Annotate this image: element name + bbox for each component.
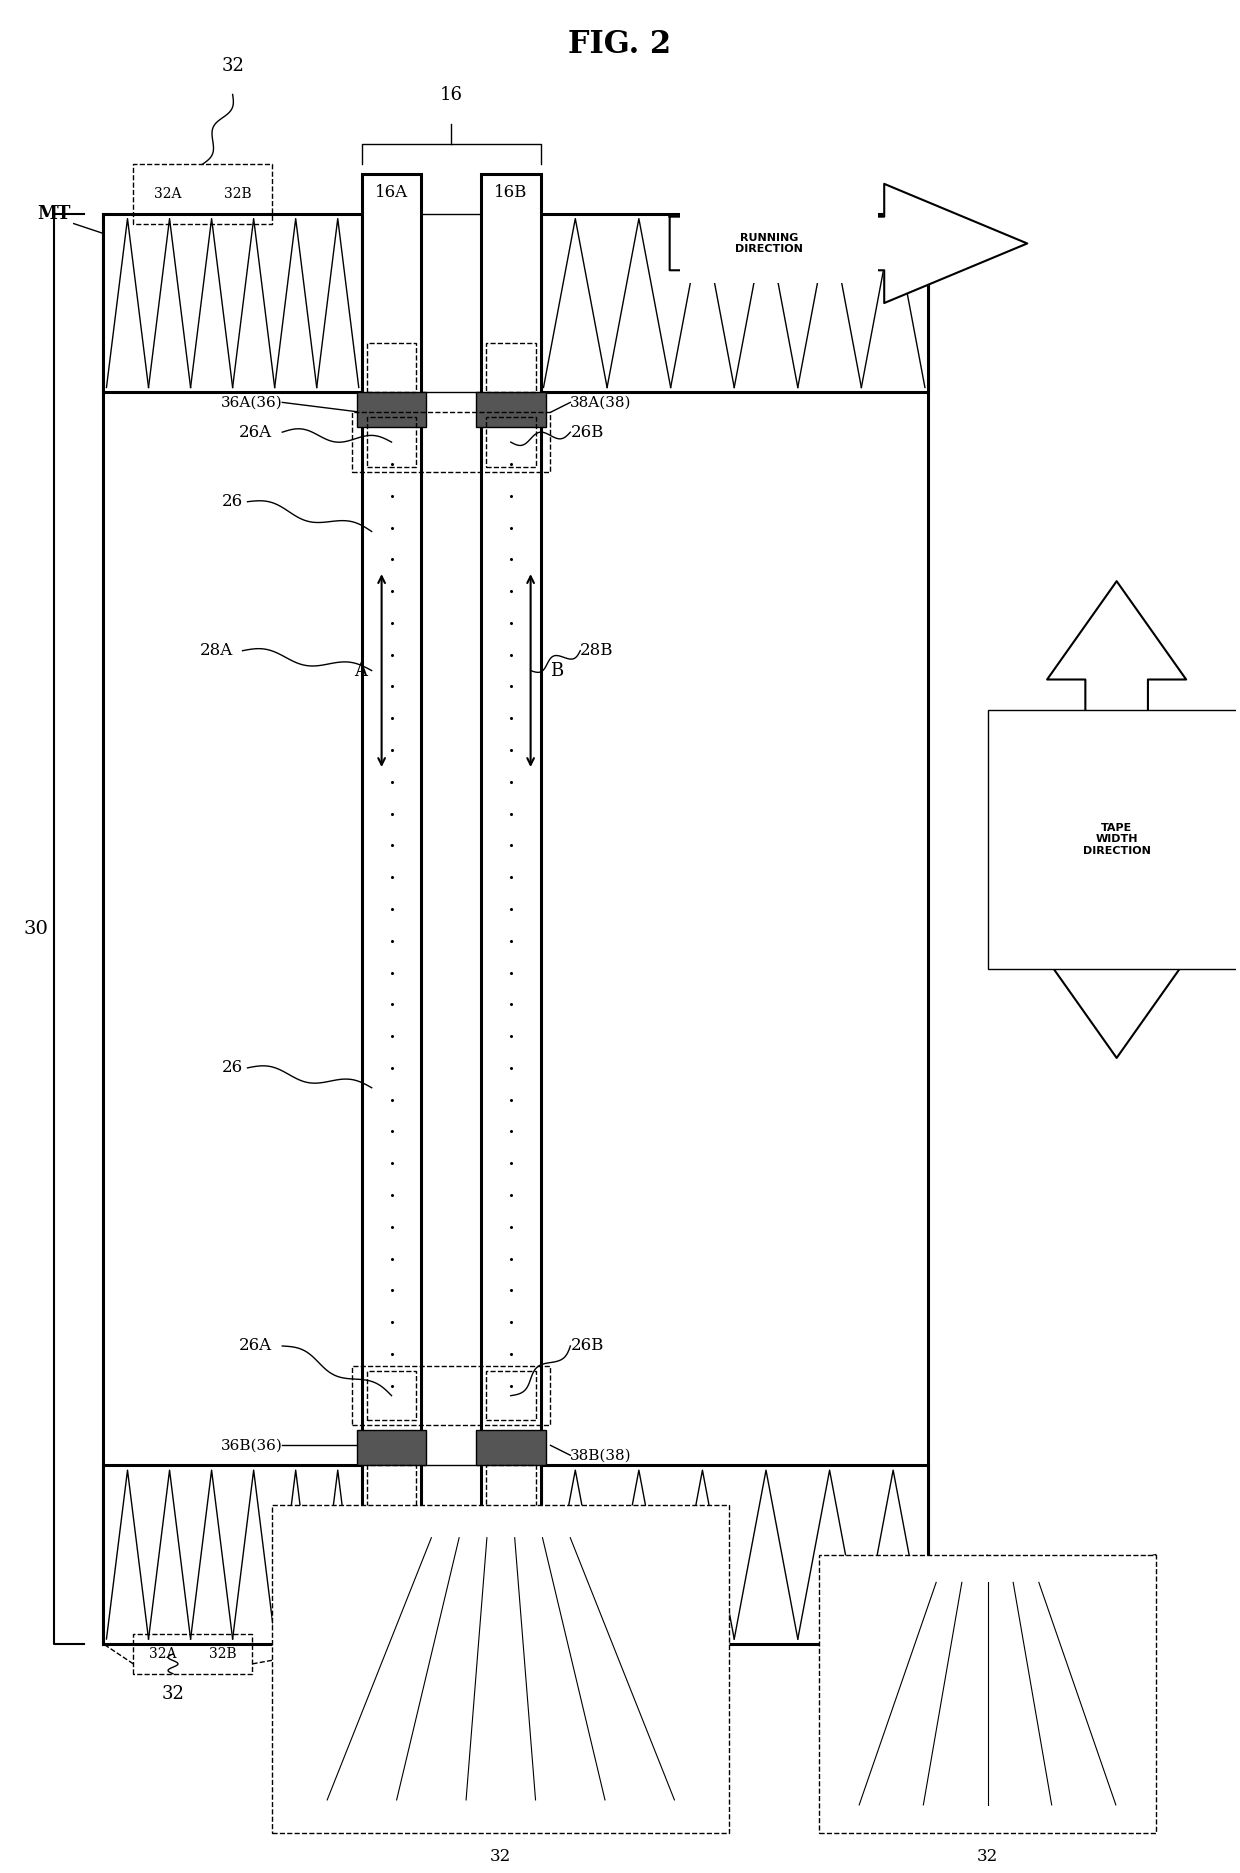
Text: 16B: 16B	[494, 184, 527, 200]
Text: A: A	[353, 661, 367, 680]
Bar	[486, 418, 536, 466]
Text: 32: 32	[221, 56, 244, 75]
Bar	[987, 710, 1240, 968]
Bar	[466, 1648, 551, 1733]
Text: MT: MT	[37, 204, 71, 223]
Bar	[103, 214, 362, 393]
Polygon shape	[1047, 581, 1187, 800]
Text: 26B: 26B	[570, 423, 604, 440]
Bar	[541, 214, 928, 393]
Bar	[103, 1465, 362, 1644]
Bar	[680, 204, 878, 283]
Text: 32: 32	[490, 1847, 511, 1866]
Bar	[367, 343, 417, 393]
Text: 16: 16	[440, 86, 463, 105]
Bar	[422, 1465, 481, 1644]
Text: 36B(36): 36B(36)	[221, 1438, 283, 1452]
Text: TAPE
WIDTH
DIRECTION: TAPE WIDTH DIRECTION	[1083, 822, 1151, 856]
Text: 40: 40	[379, 1744, 399, 1757]
Text: 28B: 28B	[580, 642, 614, 659]
Bar	[422, 214, 481, 393]
Bar	[352, 412, 551, 472]
Text: 42: 42	[498, 1744, 518, 1757]
Text: RUNNING
DIRECTION: RUNNING DIRECTION	[735, 232, 804, 255]
Text: 30: 30	[24, 920, 48, 938]
Text: 32: 32	[977, 1847, 998, 1866]
Bar	[357, 1431, 427, 1465]
Bar	[362, 174, 422, 1733]
Text: 32B: 32B	[223, 187, 252, 200]
Text: 38B(38): 38B(38)	[570, 1448, 632, 1463]
Bar	[486, 1465, 536, 1515]
Bar	[347, 1648, 432, 1733]
Text: 36A(36): 36A(36)	[221, 395, 283, 410]
Bar	[476, 1431, 546, 1465]
Text: 26: 26	[222, 493, 243, 509]
Bar	[352, 1365, 551, 1425]
Text: 38A(38): 38A(38)	[570, 395, 632, 410]
Text: 32A: 32A	[149, 1646, 177, 1661]
Bar	[367, 1371, 417, 1420]
Text: 26B: 26B	[570, 1337, 604, 1354]
Bar	[357, 393, 427, 427]
Text: 28A: 28A	[200, 642, 233, 659]
Polygon shape	[670, 184, 1027, 303]
Polygon shape	[1047, 839, 1187, 1058]
Bar	[476, 393, 546, 427]
Text: B: B	[551, 661, 564, 680]
Bar	[367, 418, 417, 466]
Text: 32B: 32B	[208, 1646, 237, 1661]
Bar	[481, 174, 541, 1733]
Text: 26A: 26A	[239, 1337, 273, 1354]
Text: 32: 32	[161, 1684, 185, 1703]
Text: 26: 26	[222, 1060, 243, 1077]
Bar	[818, 1555, 1157, 1832]
Text: 16A: 16A	[374, 184, 408, 200]
Bar	[541, 1465, 928, 1644]
Text: 26A: 26A	[239, 423, 273, 440]
Text: FIG. 2: FIG. 2	[568, 30, 672, 60]
Text: 32A: 32A	[154, 187, 182, 200]
Bar	[486, 343, 536, 393]
Bar	[273, 1504, 729, 1832]
Bar	[486, 1371, 536, 1420]
Bar	[367, 1465, 417, 1515]
